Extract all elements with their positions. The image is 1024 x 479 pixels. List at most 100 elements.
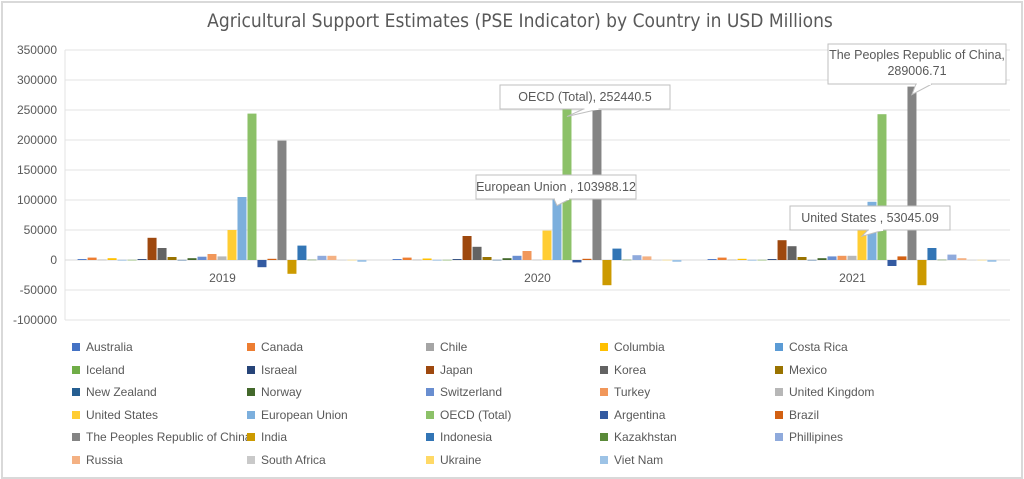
bar-the-peoples-republic-of-china-2021 (907, 86, 917, 260)
legend-item: Turkey (600, 385, 650, 399)
bar-columbia-2020 (422, 258, 432, 260)
callout-text: The Peoples Republic of China, (829, 48, 1005, 62)
bar-india-2021 (917, 260, 927, 286)
bar-switzerland-2019 (197, 256, 207, 260)
bar-the-peoples-republic-of-china-2019 (277, 140, 287, 260)
bar-canada-2021 (717, 257, 727, 260)
bar-viet-nam-2019 (357, 260, 367, 262)
y-tick-label: -50000 (20, 283, 58, 297)
bar-iceland-2020 (442, 259, 452, 261)
legend-label: OECD (Total) (440, 407, 512, 422)
legend-swatch (775, 365, 783, 374)
y-tick-label: 300000 (17, 73, 57, 87)
y-tick-label: 50000 (24, 223, 58, 237)
legend-swatch (426, 365, 434, 374)
legend-item: Argentina (600, 408, 665, 422)
legend-swatch (72, 456, 80, 464)
legend-label: The Peoples Republic of China (86, 430, 252, 445)
bar-australia-2021 (707, 259, 717, 260)
legend-label: Norway (261, 385, 302, 400)
bar-argentina-2020 (572, 260, 582, 263)
legend-item: Indonesia (426, 430, 492, 444)
bar-australia-2019 (77, 259, 87, 260)
legend-swatch (72, 433, 80, 442)
bar-argentina-2021 (887, 260, 897, 266)
bar-european-union-2020 (552, 197, 562, 260)
legend-item: European Union (247, 408, 348, 422)
bar-mexico-2020 (482, 257, 492, 260)
legend-item: Ukraine (426, 453, 481, 467)
legend-item: Russia (72, 453, 123, 467)
chart-title: Agricultural Support Estimates (PSE Indi… (207, 10, 833, 32)
x-tick-label: 2019 (209, 271, 236, 285)
legend-label: European Union (261, 407, 348, 422)
legend-swatch (426, 456, 434, 464)
bar-iceland-2019 (127, 259, 137, 261)
legend-label: Mexico (789, 362, 828, 377)
legend-item: OECD (Total) (426, 408, 511, 422)
bar-mexico-2021 (797, 257, 807, 260)
bar-oecd-total--2021 (877, 114, 887, 260)
legend-swatch (600, 365, 608, 374)
bar-united-states-2020 (542, 230, 552, 260)
bar-canada-2020 (402, 257, 412, 260)
legend-swatch (775, 433, 783, 442)
legend-swatch (426, 343, 434, 351)
bar-columbia-2021 (737, 258, 747, 260)
bar-india-2019 (287, 260, 297, 274)
legend-label: Brazil (789, 407, 820, 422)
bar-phillipines-2020 (632, 255, 642, 260)
bar-oecd-total--2019 (247, 113, 257, 260)
legend-item: Columbia (600, 340, 665, 354)
legend-swatch (247, 410, 255, 419)
data-callout: OECD (Total), 252440.5 (499, 84, 671, 118)
bar-mexico-2019 (167, 257, 177, 260)
y-tick-label: 100000 (17, 193, 57, 207)
legend-item: Canada (247, 340, 303, 354)
bar-canada-2019 (87, 257, 97, 260)
legend-swatch (600, 456, 608, 464)
bar-india-2020 (602, 260, 612, 286)
legend-swatch (775, 343, 783, 351)
legend-swatch (600, 433, 608, 442)
legend-item: Costa Rica (775, 340, 848, 354)
bar-ukraine-2019 (347, 259, 357, 261)
bar-turkey-2019 (207, 254, 217, 260)
legend-label: India (261, 430, 288, 445)
y-tick-label: 200000 (17, 133, 57, 147)
legend-swatch (247, 365, 255, 374)
bar-switzerland-2021 (827, 256, 837, 260)
bar-chile-2020 (412, 259, 422, 261)
bar-israeal-2019 (137, 259, 147, 260)
bar-japan-2019 (147, 237, 157, 260)
bar-costa-rica-2019 (117, 259, 127, 261)
legend-swatch (426, 388, 434, 397)
bar-ukraine-2020 (662, 259, 672, 261)
bar-columbia-2019 (107, 258, 117, 260)
legend-swatch (247, 456, 255, 464)
bar-australia-2020 (392, 259, 402, 260)
bar-south-africa-2020 (652, 259, 662, 261)
bar-phillipines-2019 (317, 255, 327, 260)
bar-viet-nam-2020 (672, 260, 682, 262)
data-callout: The Peoples Republic of China, 289006.71 (827, 43, 1007, 96)
y-tick-label: 0 (50, 253, 57, 267)
legend-swatch (72, 343, 80, 351)
callout-text: 289006.71 (887, 64, 946, 78)
legend-item: India (247, 430, 287, 444)
y-tick-label: 250000 (17, 103, 57, 117)
legend-swatch (247, 433, 255, 442)
legend-item: Kazakhstan (600, 430, 677, 444)
legend-label: Costa Rica (789, 340, 848, 354)
data-callout: European Union , 103988.12 (475, 174, 637, 207)
legend-swatch (72, 410, 80, 419)
legend-item: Viet Nam (600, 453, 663, 467)
callout-text: European Union , 103988.12 (476, 180, 636, 194)
legend-label: Chile (440, 340, 468, 354)
bar-brazil-2019 (267, 258, 277, 260)
bar-south-africa-2021 (967, 259, 977, 261)
legend-item: Australia (72, 340, 133, 354)
bar-ukraine-2021 (977, 259, 987, 261)
legend-label: South Africa (261, 453, 326, 467)
